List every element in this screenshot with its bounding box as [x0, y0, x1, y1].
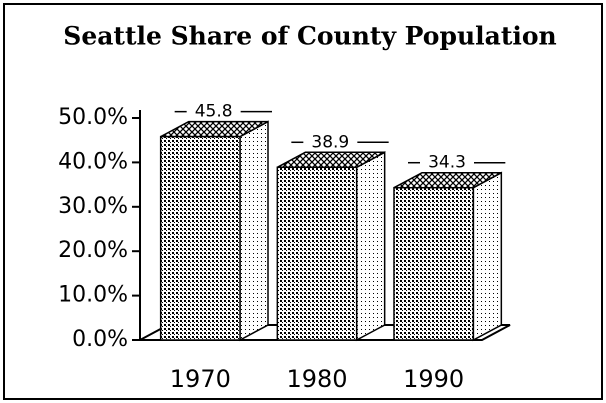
data-label: 34.3	[428, 153, 466, 173]
y-tick-label: 0.0%	[72, 327, 128, 352]
y-tick-label: 10.0%	[58, 283, 128, 308]
x-tick-label: 1990	[403, 365, 464, 393]
y-tick-label: 30.0%	[58, 194, 128, 219]
bar	[159, 135, 241, 341]
chart-title: Seattle Share of County Population	[63, 22, 556, 51]
y-tick-label: 50.0%	[58, 105, 128, 130]
y-tick-label: 40.0%	[58, 149, 128, 174]
bar-side	[355, 151, 386, 342]
frame	[3, 3, 603, 400]
data-label: 38.9	[311, 132, 349, 152]
bar	[276, 166, 358, 341]
bar	[393, 186, 475, 341]
x-tick-label: 1980	[286, 365, 347, 393]
bar-side	[239, 120, 269, 342]
y-tick-label: 20.0%	[58, 238, 128, 263]
x-tick-label: 1970	[170, 365, 231, 393]
bar-side	[472, 171, 503, 342]
data-label: 45.8	[195, 102, 233, 122]
